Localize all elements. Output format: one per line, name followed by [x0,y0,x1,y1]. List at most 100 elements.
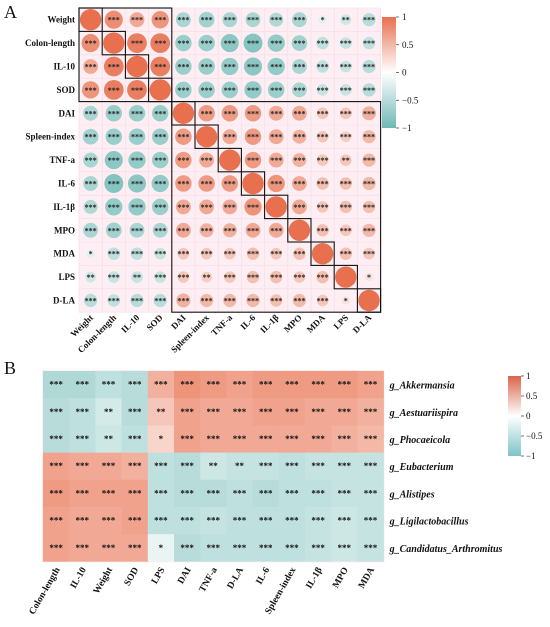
corr-star: * [344,297,348,306]
corr-circle [362,83,376,97]
corr-colorbar [382,17,396,128]
corr-circle [243,33,263,53]
corr-star: *** [270,16,282,25]
corr-star: *** [177,156,189,165]
corr-circle [316,201,329,213]
corr-col-label: MPO [282,313,304,335]
corr-star: ** [133,273,141,282]
heat-cell [174,507,201,535]
corr-col-label: TNF-a [209,312,234,337]
corr-circle [339,177,352,190]
heat-star: *** [180,488,194,498]
corr-star: *** [154,297,166,306]
corr-circle [200,247,213,260]
heat-star: *** [311,380,325,390]
corr-diag-box [124,54,150,79]
corr-star: *** [224,109,236,118]
heat-cell [95,479,122,508]
corr-colorbar-label: 0 [402,68,407,78]
corr-circle [224,247,236,260]
heat-cell [95,452,122,481]
corr-circle [291,176,307,191]
corr-star: *** [270,39,282,48]
heat-star: *** [49,488,63,498]
corr-circle [105,105,123,122]
corr-colorbar-label: −1 [402,123,412,133]
heat-star: *** [233,434,247,444]
heat-cell [305,398,332,426]
corr-star: *** [317,63,329,72]
heat-row-label: g_Phocaeicola [389,435,451,446]
corr-star: *** [293,63,305,72]
heat-cell [278,507,306,535]
corr-circle [244,151,262,169]
corr-row-label: IL-10 [53,62,75,72]
corr-row-label: LPS [58,272,75,282]
corr-circle [316,270,329,284]
corr-circle [339,247,352,260]
corr-row-label: TNF-a [50,155,76,165]
heat-cell [357,534,384,562]
heat-cell [69,534,96,562]
corr-star: *** [317,156,329,165]
corr-circle [175,34,192,52]
corr-star: *** [363,156,375,165]
corr-circle [81,81,100,99]
corr-star: *** [85,297,97,306]
corr-circle [340,14,352,26]
corr-star: *** [108,180,120,189]
corr-circle [131,271,143,283]
corr-star: * [367,273,371,282]
heat-cell [252,534,280,562]
corr-circle [268,129,284,145]
heat-star: *** [180,407,194,417]
corr-star: *** [270,250,282,259]
corr-star: *** [201,86,213,95]
corr-star: *** [85,109,97,118]
heat-colorbar-label: −0.5 [526,431,543,441]
corr-circle [268,152,284,168]
corr-star: *** [201,16,213,25]
corr-circle [104,10,123,29]
corr-circle [81,34,100,53]
corr-circle [222,199,238,215]
corr-circle [82,128,99,145]
corr-star: *** [177,250,189,259]
heat-cell [226,452,253,481]
corr-star: *** [247,109,259,118]
corr-star: *** [340,180,352,189]
heat-star: *** [154,380,168,390]
corr-circle [362,59,376,74]
heat-star: ** [235,461,245,471]
corr-star: *** [340,39,352,48]
corr-circle [267,57,285,76]
corr-col-label: SOD [144,312,165,333]
heat-star: *** [128,516,142,526]
corr-circle [291,105,307,121]
corr-circle [127,80,147,100]
heat-star: *** [49,516,63,526]
heat-star: *** [207,516,221,526]
corr-star: *** [270,180,282,189]
heat-cell [278,534,306,562]
heat-cell [252,479,280,508]
heat-col-label: Weight [92,565,116,596]
heat-cell [331,507,358,535]
corr-circle [150,33,171,53]
corr-star: *** [247,156,259,165]
corr-circle [127,33,147,53]
heat-col-label: MDA [357,566,377,591]
corr-star: *** [363,203,375,212]
heat-cell [121,452,149,481]
corr-star: *** [224,297,236,306]
corr-circle [316,84,329,96]
heat-cell [95,371,122,399]
corr-circle [340,154,352,166]
corr-diag-box [194,124,219,149]
heat-cell [147,371,175,399]
heat-cell [305,425,332,453]
corr-circle [175,222,191,238]
corr-circle [340,60,352,73]
heat-cell [174,425,201,453]
corr-circle [199,199,215,215]
